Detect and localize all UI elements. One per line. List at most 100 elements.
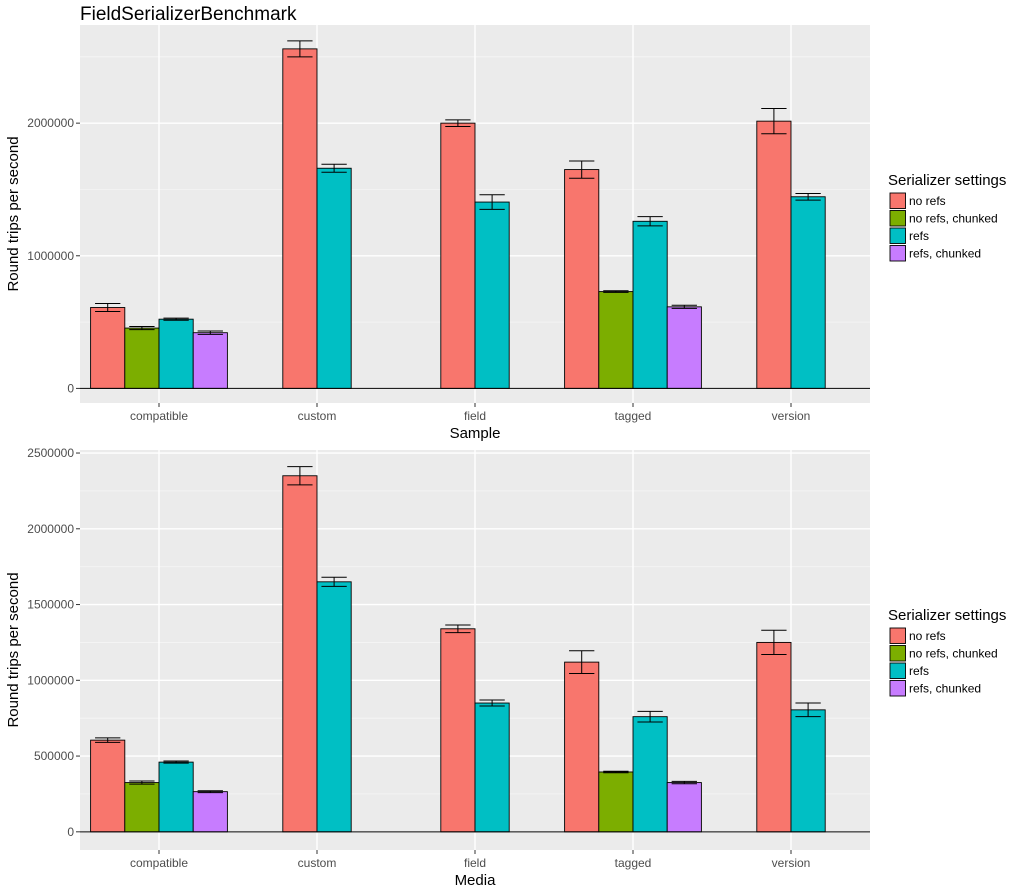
errorbar-field-no-refs [445,119,471,127]
errorbar-tagged-refs-chunked [671,780,697,785]
legend: Serializer settings no refs no refs, chunk… [888,172,1006,262]
bar-field-refs [474,702,510,833]
x-tick-label-tagged: tagged [615,856,652,870]
y-tick-label: 2000000 [27,116,74,130]
panel-media: 0 500000 1000000 1500000 2000000 2500000 compa… [5,446,1006,889]
legend-key-no-refs-chunked [889,210,906,227]
bar-tagged-refs-chunked [666,306,702,389]
errorbar-compatible-no-refs [95,303,121,312]
bar-field-refs [474,201,510,389]
legend-item-no-refs: no refs [889,627,946,644]
errorbar-compatible-refs [163,760,189,764]
bar-custom-no-refs [282,475,318,833]
legend-item-no-refs-chunked: no refs, chunked [889,210,998,227]
legend-key-no-refs-chunked [889,645,906,662]
bar-tagged-refs [632,220,668,389]
legend-key-refs [889,662,906,679]
bar-compatible-no-refs [90,739,126,833]
errorbar-tagged-no-refs [569,650,595,674]
bar-version-no-refs [756,120,792,389]
bar-tagged-no-refs [564,661,600,833]
errorbar-tagged-no-refs [569,160,595,179]
y-tick-label: 2000000 [27,522,74,536]
bar-version-refs [790,196,826,389]
bar-custom-no-refs [282,48,318,389]
bar-compatible-no-refs [90,307,126,389]
errorbar-version-refs [795,702,821,718]
errorbar-compatible-refs [163,317,189,321]
y-tick-label: 500000 [34,749,74,763]
y-axis-label: Round trips per second [5,136,22,291]
bar-compatible-refs-chunked [192,332,228,389]
legend-key-refs [889,227,906,244]
errorbar-custom-refs [321,163,347,173]
x-tick-label-compatible: compatible [130,409,188,423]
errorbar-compatible-refs-chunked [197,790,223,794]
legend-label-refs-chunked: refs, chunked [909,247,981,261]
errorbar-tagged-refs-chunked [671,304,697,309]
bar-compatible-refs [158,318,194,389]
legend-key-no-refs [889,627,906,644]
x-tick-label-custom: custom [298,409,337,423]
x-tick-label-compatible: compatible [130,856,188,870]
errorbar-compatible-no-refs-chunked [129,325,155,331]
legend-key-no-refs [889,192,906,209]
y-tick-label: 1500000 [27,598,74,612]
y-tick-label: 2500000 [27,446,74,460]
bar-tagged-refs-chunked [666,782,702,833]
bar-compatible-refs [158,761,194,833]
errorbar-compatible-no-refs-chunked [129,780,155,785]
x-tick-label-field: field [464,856,486,870]
y-tick-label: 0 [67,381,74,395]
x-tick-label-field: field [464,409,486,423]
bar-custom-refs [316,167,352,389]
bar-tagged-no-refs-chunked [598,291,634,389]
bar-tagged-no-refs-chunked [598,771,634,833]
y-tick-label: 0 [67,825,74,839]
legend-item-refs: refs [889,227,929,244]
bar-compatible-no-refs-chunked [124,327,160,389]
legend-label-no-refs: no refs [909,194,946,208]
legend-key-refs-chunked [889,245,906,262]
errorbar-compatible-refs-chunked [197,330,223,335]
panel-sample: 0 1000000 2000000 compatible custom field tagg… [5,25,1006,442]
legend-item-no-refs-chunked: no refs, chunked [889,645,998,662]
errorbar-tagged-refs [637,710,663,723]
errorbar-tagged-no-refs-chunked [603,770,629,774]
x-tick-label-version: version [772,409,811,423]
errorbar-version-refs [795,192,821,201]
errorbar-field-refs [479,194,505,210]
x-tick-label-tagged: tagged [615,409,652,423]
legend-title: Serializer settings [888,607,1006,624]
bar-tagged-refs [632,716,668,833]
errorbar-version-no-refs [761,629,787,656]
bar-version-refs [790,709,826,833]
bar-field-no-refs [440,628,476,833]
legend-key-refs-chunked [889,680,906,697]
errorbar-version-no-refs [761,108,787,135]
errorbar-field-no-refs [445,624,471,634]
legend-item-refs-chunked: refs, chunked [889,245,981,262]
errorbar-tagged-no-refs-chunked [603,290,629,293]
legend-label-no-refs-chunked: no refs, chunked [909,212,998,226]
legend-item-no-refs: no refs [889,192,946,209]
x-tick-label-version: version [772,856,811,870]
legend-label-refs: refs [909,664,929,678]
x-tick-label-custom: custom [298,856,337,870]
y-tick-label: 1000000 [27,249,74,263]
legend-label-refs: refs [909,229,929,243]
y-tick-label: 1000000 [27,673,74,687]
legend-item-refs-chunked: refs, chunked [889,680,981,697]
legend-item-refs: refs [889,662,929,679]
bar-version-no-refs [756,641,792,833]
bar-field-no-refs [440,122,476,389]
legend-label-refs-chunked: refs, chunked [909,682,981,696]
legend-title: Serializer settings [888,172,1006,189]
x-axis-label: Sample [450,425,501,442]
errorbar-tagged-refs [637,216,663,227]
x-axis-label: Media [455,872,497,889]
chart-title: FieldSerializerBenchmark [80,4,297,25]
errorbar-custom-refs [321,576,347,587]
legend: Serializer settings no refs no refs, chunk… [888,607,1006,697]
